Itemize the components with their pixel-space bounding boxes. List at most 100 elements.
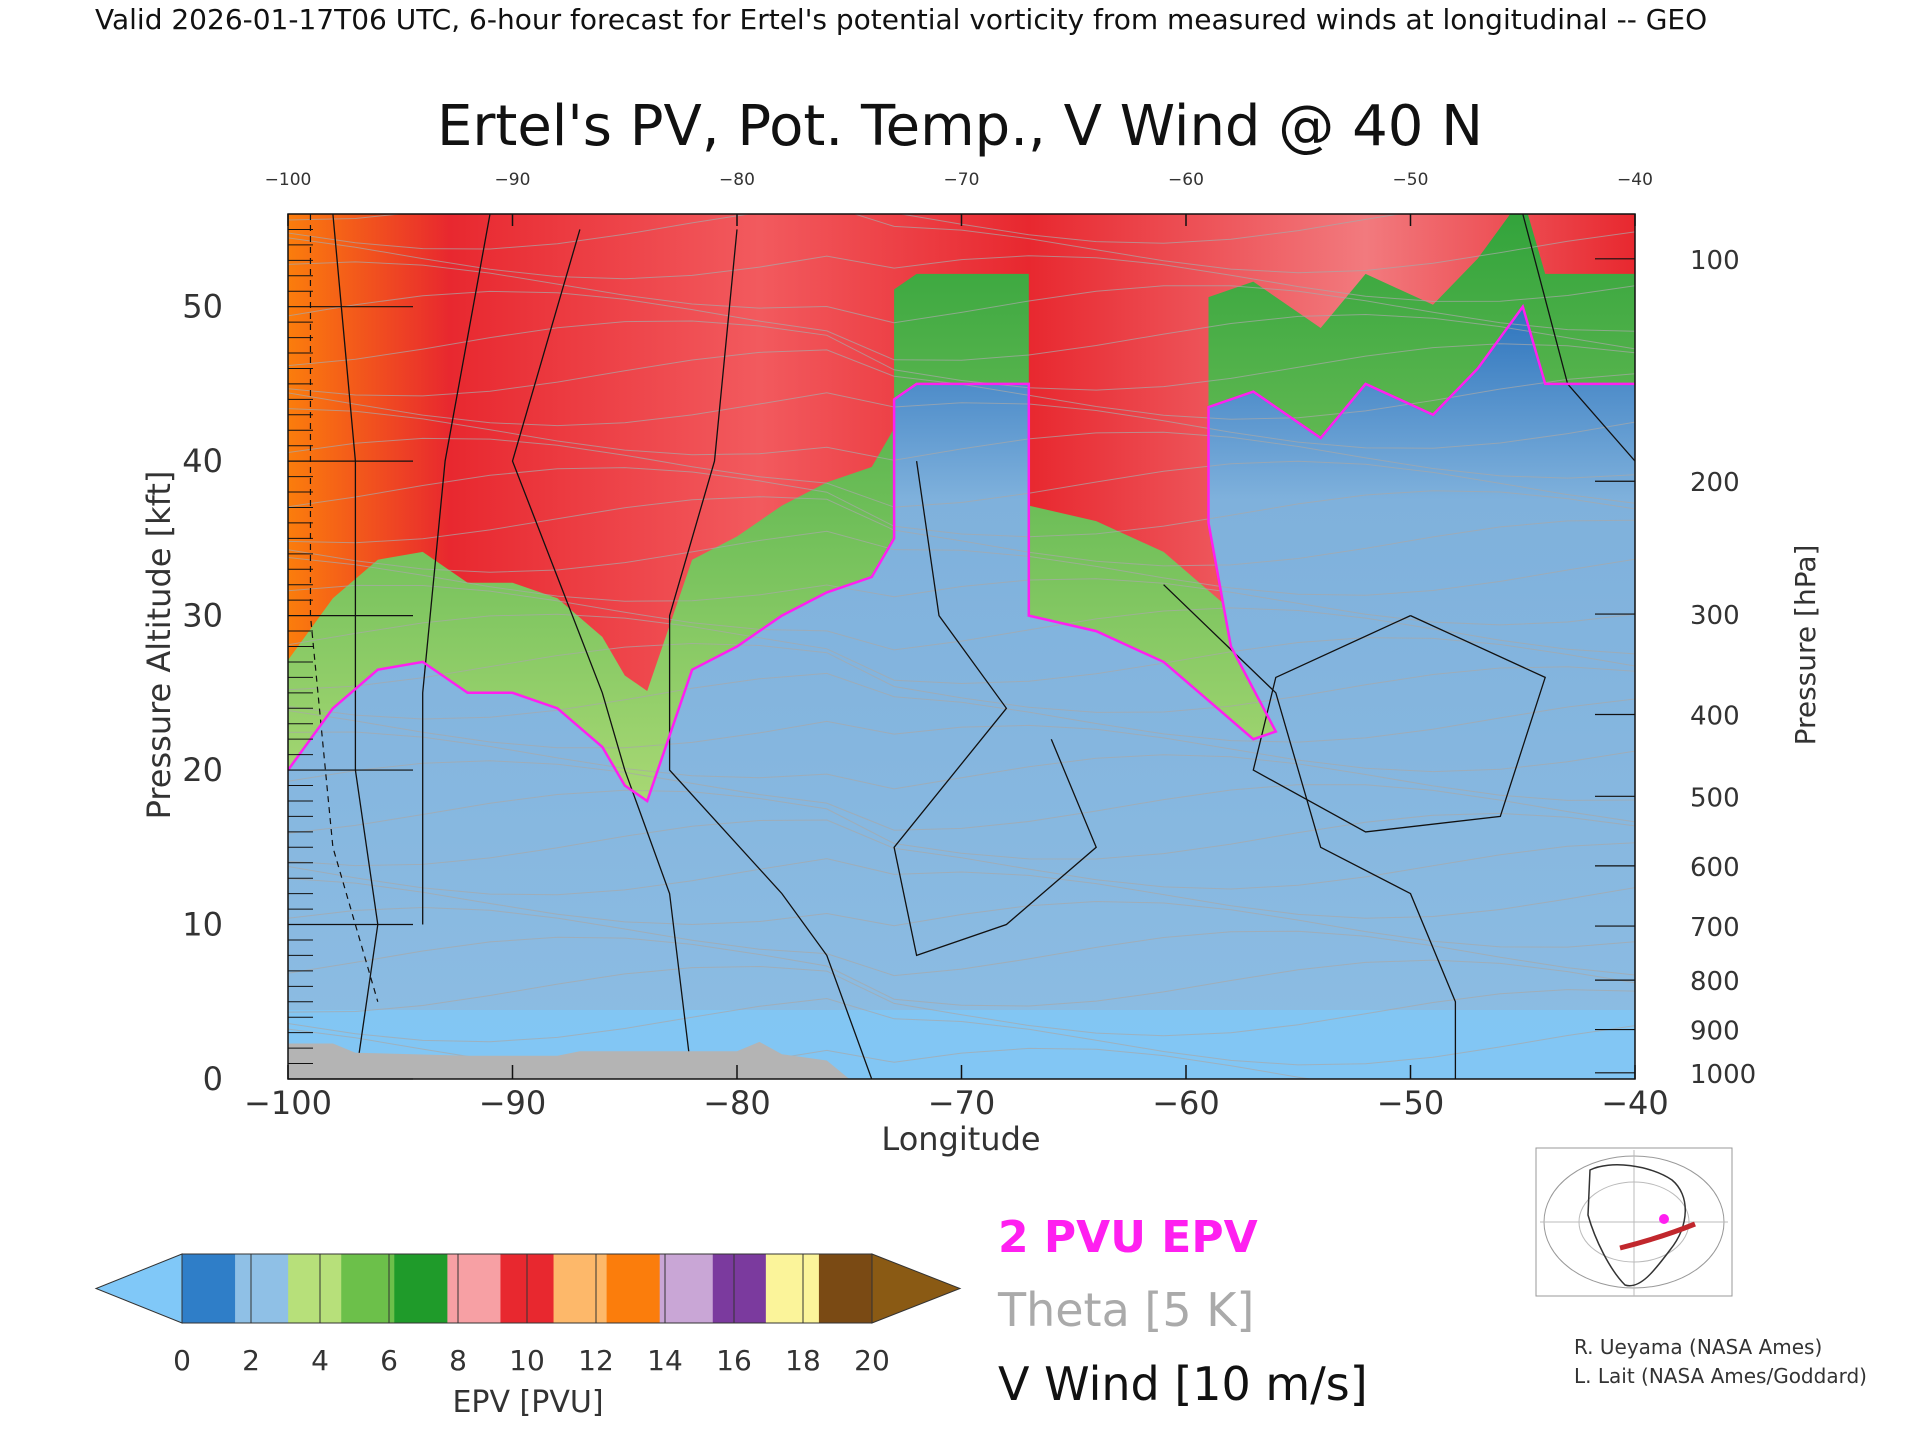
wind-contour-line [668,229,873,1079]
colorbar-segment [394,1254,448,1323]
x-axis-top: −100 −90 −80 −70 −60 −50 −40 [265,170,1653,226]
theta-contour-line [288,997,1635,1066]
y-tick-label: 10 [182,906,223,944]
colorbar-segment [659,1254,714,1323]
theta-contour-line [288,760,1635,831]
y-tick-label: 30 [182,597,223,635]
x-top-tick-label: −50 [1393,170,1429,190]
x-tick-label: −100 [244,1084,332,1122]
x-axis-bottom: −100 −90 −80 −70 −60 −50 −40 [244,1065,1669,1122]
colorbar-tick-label: 18 [785,1344,821,1377]
y-tick-label: 40 [182,442,223,480]
x-tick-label: −90 [479,1084,547,1122]
theta-contour-line [288,858,1635,919]
colorbar-segment [447,1254,501,1323]
theta-contour-line [288,672,1635,743]
y-tick-label: 50 [182,288,223,326]
pressure-tick-label: 100 [1690,246,1740,276]
pressure-tick-label: 300 [1690,601,1740,631]
pv-field-lower [288,306,1635,1079]
colorbar-segment [765,1254,820,1323]
x-axis-label: Longitude [881,1120,1040,1158]
wind-contour-line [1163,584,1457,1079]
colorbar: 0 2 4 6 8 10 12 14 16 18 20 [94,1253,962,1377]
theta-contour-line [288,437,1635,508]
x-top-tick-label: −70 [944,170,980,190]
wind-contour-line [1252,615,1546,833]
colorbar-tick-label: 20 [854,1344,890,1377]
credit-line-2: L. Lait (NASA Ames/Goddard) [1574,1364,1867,1388]
pressure-tick-label: 500 [1690,783,1740,813]
theta-contour-line [288,878,1635,948]
theta-contour-line [288,584,1635,655]
credit-line-1: R. Ueyama (NASA Ames) [1574,1335,1822,1359]
theta-contour-line [288,408,1635,479]
colorbar-segment [712,1254,767,1323]
theta-contour-line [288,819,1635,890]
theta-contour-line [288,906,1635,977]
y-axis-right: 100 200 300 400 500 600 700 800 900 1000 [1595,246,1756,1090]
theta-contour-line [288,965,1635,1037]
colorbar-tick-label: 14 [647,1344,683,1377]
theta-contour-line [288,237,1635,302]
theta-contour-line [288,392,1635,449]
x-tick-label: −80 [703,1084,771,1122]
theta-contour-line [288,496,1635,567]
legend-epv: 2 PVU EPV [998,1212,1258,1263]
pressure-tick-label: 600 [1690,853,1740,883]
colorbar-under-arrow [94,1253,183,1324]
x-tick-label: −60 [1152,1084,1220,1122]
pressure-tick-label: 1000 [1690,1060,1756,1090]
valid-time-header: Valid 2026-01-17T06 UTC, 6-hour forecast… [95,3,1707,36]
pressure-tick-label: 800 [1690,967,1740,997]
pv-field-green-band [288,214,1635,801]
theta-contour-line [288,731,1635,801]
pressure-tick-label: 700 [1690,913,1740,943]
theta-contours [288,214,1635,1079]
colorbar-segment [288,1254,342,1323]
y-axis-right-label: Pressure [hPa] [1789,545,1822,746]
theta-contour-line [288,290,1635,361]
theta-contour-line [288,710,1635,773]
wind-contour-line [422,214,491,925]
x-tick-label: −40 [1601,1084,1669,1122]
colorbar-tick-label: 10 [509,1344,545,1377]
theta-contour-line [288,789,1635,860]
x-tick-label: −50 [1377,1084,1445,1122]
colorbar-segment [818,1254,873,1323]
chart-title: Ertel's PV, Pot. Temp., V Wind @ 40 N [437,94,1483,159]
theta-contour-line [288,613,1635,685]
colorbar-tick-label: 8 [449,1344,467,1377]
y-tick-label: 0 [203,1060,223,1098]
x-top-tick-label: −40 [1617,170,1653,190]
colorbar-label: EPV [PVU] [452,1385,603,1420]
theta-contour-line [288,642,1635,713]
x-top-tick-label: −100 [265,170,312,190]
x-top-tick-label: −60 [1168,170,1204,190]
x-top-tick-label: −80 [719,170,755,190]
colorbar-segment [341,1254,395,1323]
theta-contour-line [288,467,1635,538]
legend-theta: Theta [5 K] [997,1283,1254,1337]
colorbar-tick-label: 0 [173,1344,191,1377]
colorbar-tick-label: 2 [242,1344,260,1377]
theta-contour-line [288,557,1635,626]
theta-contour-line [288,936,1635,1007]
y-tick-label: 20 [182,751,223,789]
theta-contour-line [288,530,1635,596]
x-top-tick-label: −90 [495,170,531,190]
colorbar-segment [606,1254,661,1323]
wind-contour-line [893,461,1097,957]
location-inset-map [1535,1147,1733,1297]
colorbar-segment [235,1254,289,1323]
colorbar-tick-label: 16 [716,1344,752,1377]
wind-contour-line [511,229,693,1079]
pv-2pvu-contour [288,303,1635,803]
theta-contour-line [288,320,1635,391]
colorbar-over-arrow [871,1253,962,1324]
theta-contour-line [288,214,1635,274]
terrain-mask [288,1041,850,1079]
pressure-tick-label: 400 [1690,701,1740,731]
colorbar-tick-label: 12 [578,1344,614,1377]
